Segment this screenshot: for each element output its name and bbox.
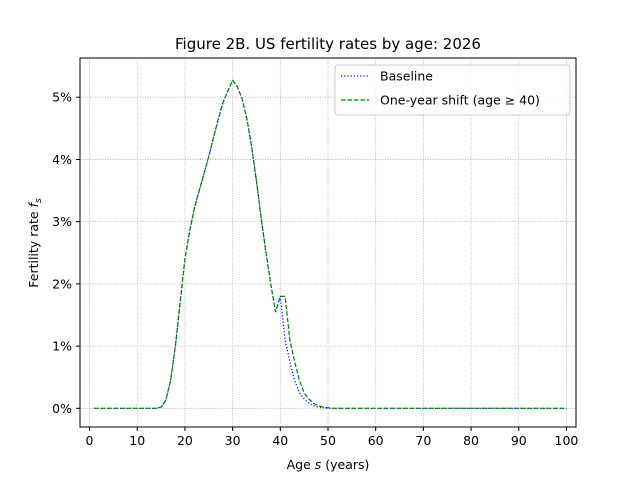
y-tick-label: 2% (52, 276, 72, 291)
x-tick-label: 30 (225, 433, 241, 448)
x-tick-label: 70 (415, 433, 431, 448)
x-axis-ticks: 0 10 20 30 40 50 60 70 80 90 100 (86, 427, 579, 448)
x-tick-label: 60 (368, 433, 384, 448)
x-tick-label: 0 (86, 433, 94, 448)
legend-label-baseline: Baseline (380, 69, 433, 84)
y-tick-label: 3% (52, 214, 72, 229)
series-line-one-year-shift (94, 79, 567, 409)
y-axis-label: Fertility rate fs (26, 198, 44, 288)
y-tick-label: 4% (52, 152, 72, 167)
y-tick-label: 5% (52, 90, 72, 105)
y-tick-label: 1% (52, 339, 72, 354)
legend-label-shift: One-year shift (age ≥ 40) (380, 93, 540, 108)
series-line-baseline (94, 79, 567, 409)
x-tick-label: 50 (320, 433, 336, 448)
x-tick-label: 80 (463, 433, 479, 448)
y-axis-ticks: 0% 1% 2% 3% 4% 5% (52, 90, 80, 416)
legend-box (334, 64, 571, 116)
y-tick-label: 0% (52, 401, 72, 416)
plot-lines (94, 79, 567, 409)
x-tick-label: 90 (511, 433, 527, 448)
x-tick-label: 10 (129, 433, 145, 448)
x-axis-label: Age s (years) (287, 457, 370, 472)
x-tick-label: 40 (272, 433, 288, 448)
x-tick-label: 20 (177, 433, 193, 448)
x-tick-label: 100 (555, 433, 579, 448)
legend: Baseline One-year shift (age ≥ 40) (334, 64, 571, 116)
chart-title: Figure 2B. US fertility rates by age: 20… (175, 35, 481, 53)
